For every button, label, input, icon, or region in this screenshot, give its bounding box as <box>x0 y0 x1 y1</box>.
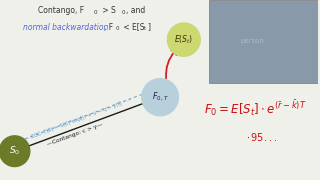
Text: ]: ] <box>148 22 150 32</box>
Text: —Contango: c > y—: —Contango: c > y— <box>46 122 104 147</box>
Text: Contango, F: Contango, F <box>38 6 84 15</box>
Text: 0: 0 <box>93 10 97 15</box>
Text: < E[S: < E[S <box>121 22 144 32</box>
Text: normal backwardation: normal backwardation <box>22 22 108 32</box>
Text: person: person <box>241 38 265 44</box>
FancyBboxPatch shape <box>209 0 318 83</box>
Text: $E(S_t)$: $E(S_t)$ <box>174 33 194 46</box>
Text: $F_{0,T}$: $F_{0,T}$ <box>152 91 169 103</box>
Text: t: t <box>144 26 147 31</box>
Ellipse shape <box>0 136 30 166</box>
Text: , and: , and <box>126 6 146 15</box>
Ellipse shape <box>142 79 179 116</box>
Text: , F: , F <box>104 22 113 32</box>
Text: > S: > S <box>100 6 116 15</box>
Text: $S_0$: $S_0$ <box>9 145 20 158</box>
Text: 0: 0 <box>121 10 125 15</box>
Text: · · · COC: F(0) = S(0)*exp[(r + u − q − y)t] · · ·: · · · COC: F(0) = S(0)*exp[(r + u − q − … <box>21 98 132 143</box>
Text: $F_0 = E[S_t] \cdot e^{(\bar{r}-\bar{k})T}$: $F_0 = E[S_t] \cdot e^{(\bar{r}-\bar{k})… <box>204 98 306 118</box>
Text: 0: 0 <box>116 26 119 31</box>
Ellipse shape <box>167 23 200 56</box>
Text: $\cdot\, 95...$: $\cdot\, 95...$ <box>246 131 277 143</box>
